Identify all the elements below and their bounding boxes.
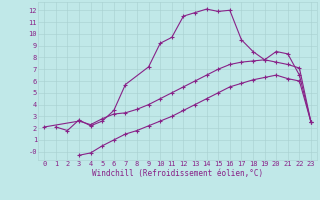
X-axis label: Windchill (Refroidissement éolien,°C): Windchill (Refroidissement éolien,°C) [92, 169, 263, 178]
